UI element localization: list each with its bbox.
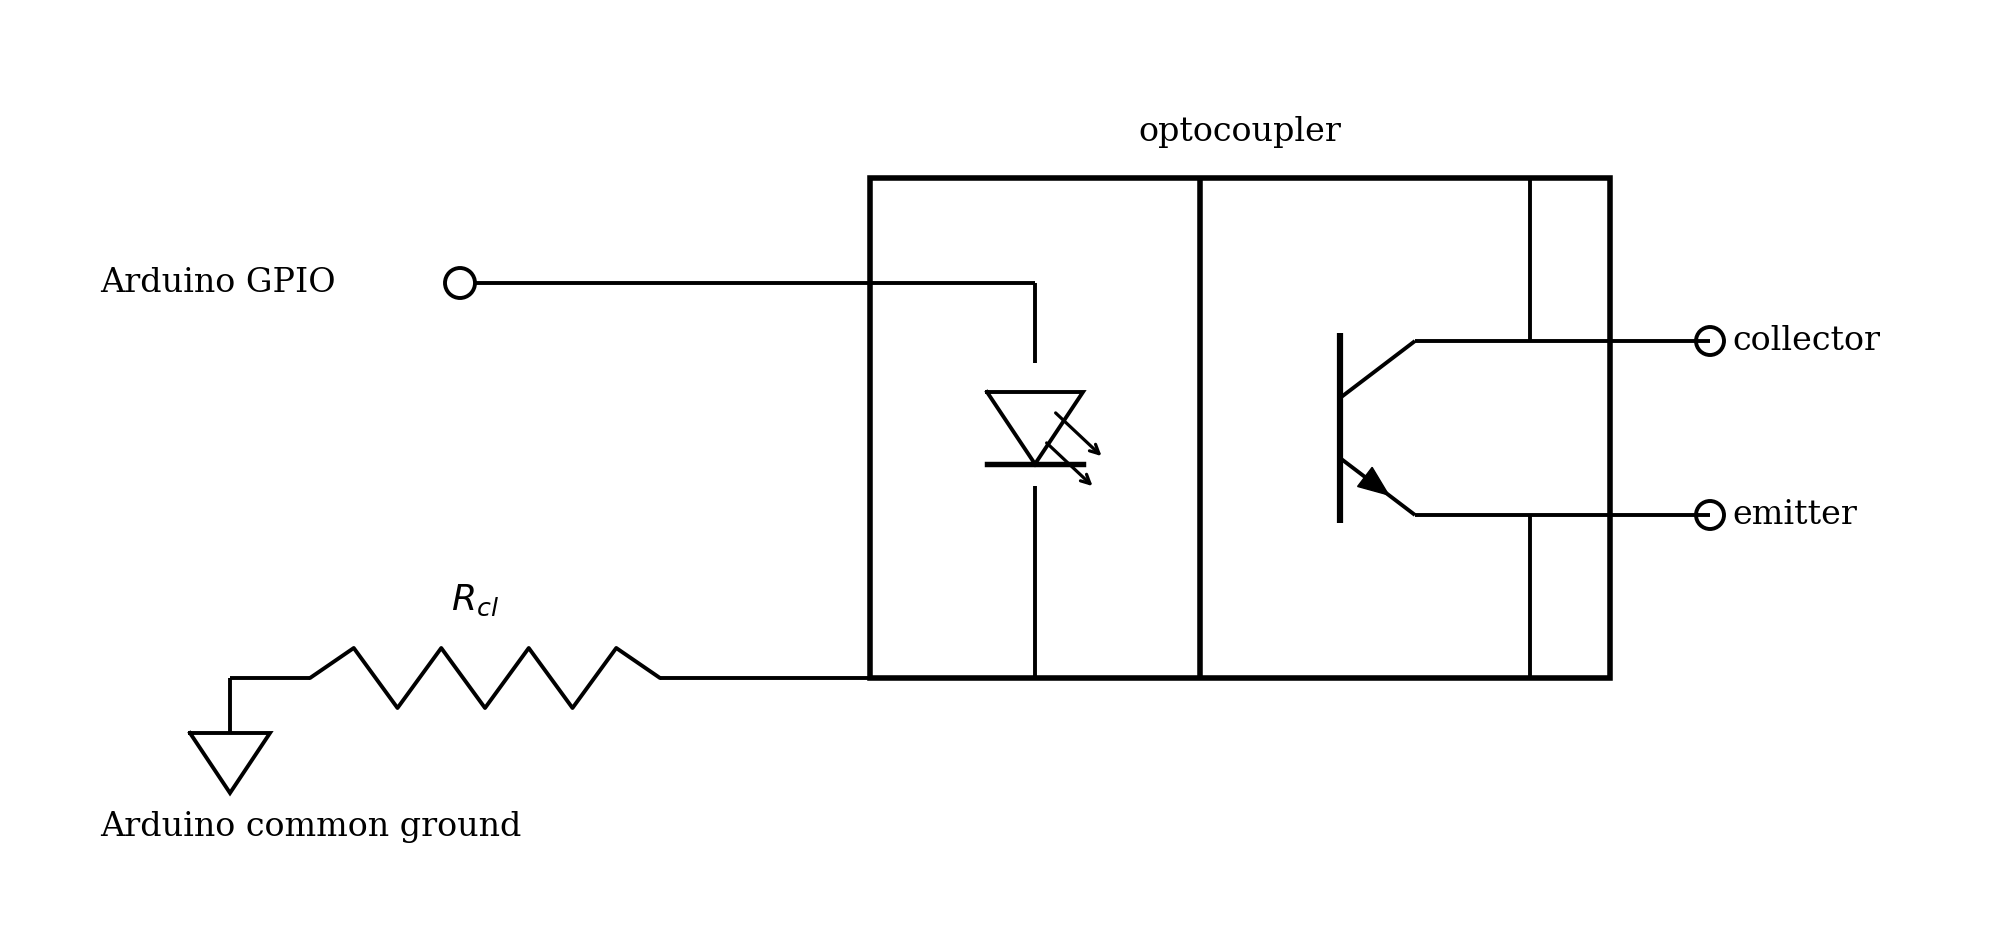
Text: optocoupler: optocoupler [1138,116,1342,148]
Text: Arduino GPIO: Arduino GPIO [100,267,337,299]
Polygon shape [987,392,1084,464]
Text: $R_{cl}$: $R_{cl}$ [451,583,499,618]
Text: Arduino common ground: Arduino common ground [100,811,521,843]
Polygon shape [1358,467,1388,495]
Text: collector: collector [1733,325,1881,357]
Bar [869,178,1610,678]
Text: emitter: emitter [1733,499,1857,531]
